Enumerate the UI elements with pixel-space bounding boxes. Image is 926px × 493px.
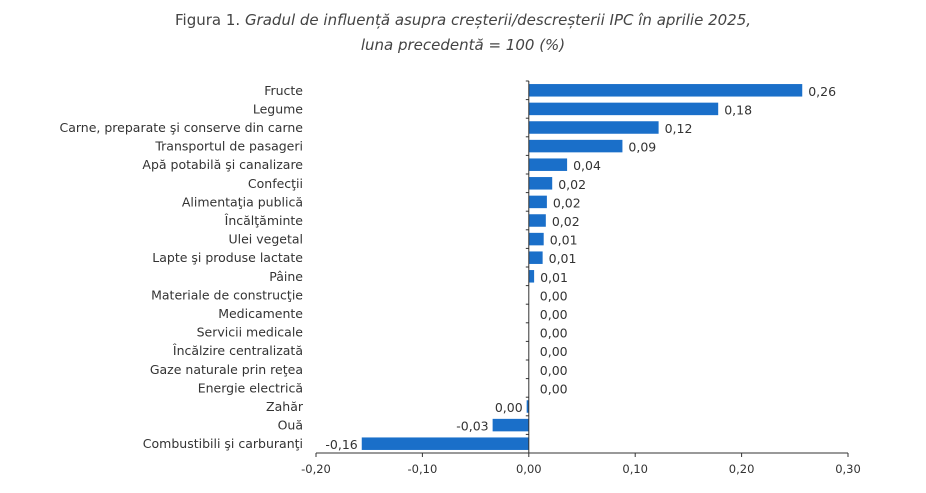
chart-title-line1: Figura 1. Gradul de influență asupra cre… [0, 8, 926, 32]
bar [528, 232, 544, 246]
category-label: Carne, preparate şi conserve din carne [60, 120, 304, 135]
category-label: Alimentaţia publică [182, 194, 303, 209]
data-label: 0,00 [540, 307, 568, 322]
category-label: Zahăr [266, 399, 304, 414]
bar [528, 158, 568, 171]
chart-subtitle: luna precedentă = 100 (%) [360, 36, 566, 54]
category-label: Fructe [264, 83, 303, 98]
data-label: 0,26 [808, 84, 836, 99]
data-label: 0,00 [540, 381, 568, 396]
bar [528, 195, 547, 209]
category-label: Confecţii [248, 176, 303, 191]
data-label: 0,12 [665, 121, 693, 136]
bar [528, 121, 659, 134]
category-label: Încălzire centralizată [172, 343, 303, 358]
data-label: 0,18 [724, 102, 752, 117]
chart-title-line2: luna precedentă = 100 (%) [0, 33, 926, 57]
data-label: 0,02 [558, 177, 586, 192]
data-label: -0,03 [456, 419, 488, 434]
data-label: 0,00 [540, 363, 568, 378]
data-label: 0,02 [553, 195, 581, 210]
category-label: Ulei vegetal [228, 232, 303, 247]
bar [361, 437, 529, 450]
data-label: 0,00 [540, 344, 568, 359]
category-label: Combustibili şi carburanţi [143, 436, 303, 451]
x-tick-label: -0,20 [301, 462, 331, 476]
bar [528, 251, 543, 264]
bar [528, 270, 535, 283]
category-label: Servicii medicale [197, 325, 304, 340]
data-label: -0,16 [325, 437, 357, 452]
bar [492, 418, 529, 432]
category-label: Energie electrică [198, 380, 303, 395]
bar [528, 102, 719, 116]
figure-prefix: Figura 1. [174, 11, 241, 29]
data-label: 0,01 [550, 233, 578, 248]
category-label: Pâine [269, 269, 303, 284]
data-label: 0,01 [549, 251, 577, 266]
data-label: 0,04 [573, 158, 601, 173]
data-label: 0,00 [540, 326, 568, 341]
category-label: Încălţăminte [224, 213, 304, 228]
bar [526, 400, 529, 413]
data-label: 0,00 [540, 288, 568, 303]
x-tick-label: 0,00 [516, 462, 542, 476]
x-tick-label: 0,10 [622, 462, 648, 476]
category-label: Materiale de construcţie [151, 287, 303, 302]
bar [528, 177, 553, 190]
category-label: Legume [253, 101, 303, 116]
category-label: Transportul de pasageri [154, 139, 303, 154]
bar [528, 139, 623, 153]
data-label: 0,01 [540, 270, 568, 285]
category-label: Lapte şi produse lactate [152, 250, 303, 265]
data-label: 0,09 [628, 140, 656, 155]
bar [528, 214, 546, 227]
data-label: 0,00 [495, 400, 523, 415]
category-label: Ouă [278, 418, 303, 433]
x-tick-label: 0,20 [729, 462, 755, 476]
category-label: Medicamente [218, 306, 303, 321]
category-label: Gaze naturale prin reţea [150, 362, 303, 377]
x-tick-label: -0,10 [408, 462, 438, 476]
x-tick-label: 0,30 [835, 462, 861, 476]
bar [528, 84, 803, 97]
category-label: Apă potabilă şi canalizare [142, 157, 303, 172]
chart-title: Gradul de influență asupra creșterii/des… [244, 11, 752, 29]
data-label: 0,02 [552, 214, 580, 229]
